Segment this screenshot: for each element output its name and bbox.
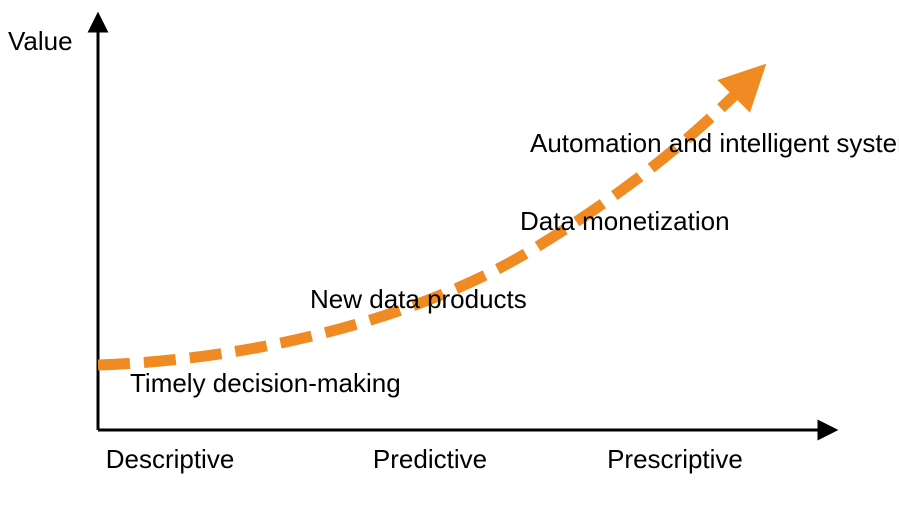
chart-svg: Value DescriptivePredictivePrescriptive … (0, 0, 899, 513)
x-tick-label: Descriptive (106, 444, 235, 474)
x-tick-label: Predictive (373, 444, 487, 474)
x-tick-labels: Descriptive Predictive Prescriptive (106, 444, 743, 474)
value-maturity-chart: Value DescriptivePredictivePrescriptive … (0, 0, 899, 513)
y-axis-label: Value (8, 26, 73, 56)
annotation-label: Timely decision-making (130, 368, 401, 398)
annotation-label: New data products (310, 284, 527, 314)
annotation-label: Data monetization (520, 206, 730, 236)
annotation-label: Automation and intelligent systems (530, 128, 899, 158)
x-tick-label: Prescriptive (607, 444, 743, 474)
